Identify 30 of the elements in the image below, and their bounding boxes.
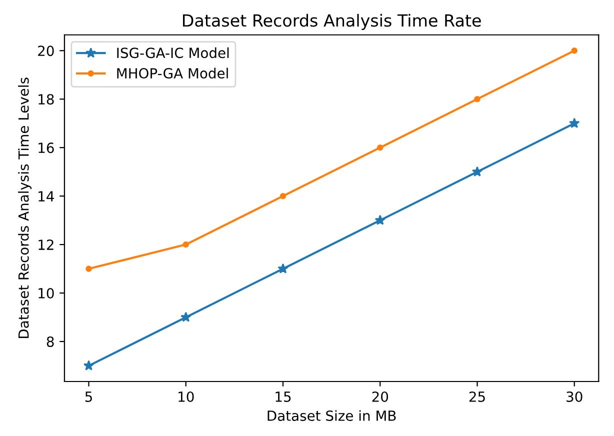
x-tick-label: 10 <box>178 391 194 402</box>
point <box>86 266 92 272</box>
point <box>280 192 286 200</box>
point <box>474 96 480 102</box>
point <box>83 360 94 370</box>
y-tick-label: 18 <box>38 94 54 105</box>
y-axis-title: Dataset Records Analysis Time Levels <box>18 78 32 338</box>
point <box>182 241 189 248</box>
point <box>278 263 288 274</box>
chart-title: Dataset Records Analysis Time Rate <box>183 14 481 30</box>
legend-label: MHOP-GA Model <box>117 68 228 79</box>
legend-label: ISG-GA-IC Model <box>117 47 229 58</box>
y-tick-label: 12 <box>38 240 54 250</box>
x-axis-title: Dataset Size in MB <box>268 410 396 421</box>
y-tick-label: 8 <box>46 336 54 347</box>
point <box>374 214 386 225</box>
x-tick-label: 20 <box>372 391 388 402</box>
x-tick-label: 5 <box>85 392 92 402</box>
x-tick-label: 25 <box>469 391 485 402</box>
x-tick-label: 15 <box>276 392 291 402</box>
point <box>472 166 483 176</box>
y-tick-label: 10 <box>38 288 54 298</box>
x-tick-label: 30 <box>566 391 582 402</box>
point <box>180 312 192 322</box>
y-tick-label: 16 <box>38 142 54 154</box>
y-tick-label: 14 <box>38 191 54 202</box>
point <box>569 118 580 128</box>
point <box>376 144 384 151</box>
y-tick-label: 20 <box>38 46 54 56</box>
point <box>571 48 578 54</box>
